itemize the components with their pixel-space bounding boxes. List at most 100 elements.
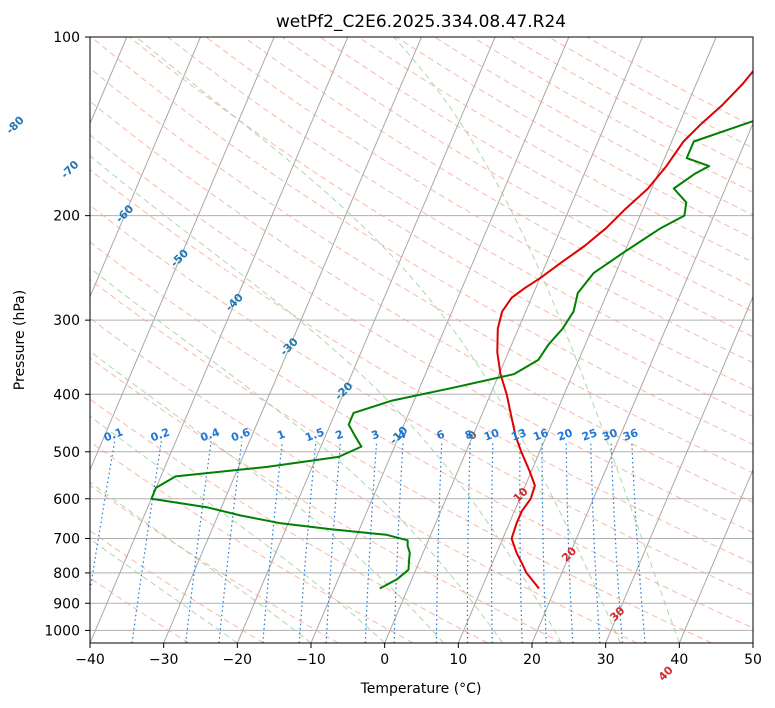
mixing-ratio-line [590, 441, 601, 643]
mixing-ratio-label: 1 [275, 428, 287, 443]
mixing-ratio-line [435, 441, 443, 643]
isotherm-label: -40 [223, 291, 246, 314]
moist-adiabat [90, 538, 238, 643]
isotherm-label: -80 [4, 113, 27, 136]
mixing-ratio-line [631, 441, 646, 643]
x-tick-label: 0 [380, 652, 389, 668]
y-tick-label: 100 [53, 30, 80, 46]
mixing-ratio-label: 10 [482, 426, 501, 444]
y-tick-label: 900 [53, 596, 80, 612]
isotherm-line [90, 37, 201, 298]
isotherm-line [752, 641, 753, 643]
x-tick-label: −20 [223, 652, 253, 668]
dry-adiabat [586, 37, 753, 127]
isotherm-line [457, 37, 717, 643]
x-axis-ticks: −40 −30 −20 −10 0 10 20 30 40 50 [75, 643, 762, 668]
moist-adiabat [90, 350, 444, 643]
x-tick-label: 30 [597, 652, 615, 668]
mixing-ratio-line [610, 441, 623, 643]
x-tick-label: 20 [523, 652, 541, 668]
mixing-ratio-line [90, 441, 116, 595]
dry-adiabat [90, 37, 753, 445]
dry-adiabat [90, 100, 753, 503]
y-axis-ticks: 100 200 300 400 500 600 700 800 900 1000 [44, 30, 90, 639]
dry-adiabat [90, 357, 563, 643]
x-tick-label: −30 [149, 652, 179, 668]
dry-adiabat [90, 278, 712, 643]
mixing-ratio-label: 3 [370, 428, 382, 443]
mixing-ratio-label: 36 [621, 426, 640, 444]
mixing-ratio-label: 0.6 [229, 425, 252, 444]
isotherm-label: -30 [278, 335, 301, 358]
chart-title: wetPf2_C2E6.2025.334.08.47.R24 [276, 12, 566, 32]
mixing-ratio-label: 0.4 [199, 425, 222, 444]
isotherm-line [605, 295, 753, 643]
isotherm-line [90, 37, 349, 643]
isotherm-line [678, 468, 753, 643]
plot-frame [89, 36, 754, 644]
mixing-ratio-line [490, 441, 494, 643]
dry-adiabat [434, 37, 753, 216]
moist-adiabat [90, 155, 562, 643]
dry-adiabat [90, 134, 753, 533]
mixing-ratio-line [298, 441, 317, 643]
x-axis-label: Temperature (°C) [360, 681, 482, 697]
y-tick-label: 300 [53, 313, 80, 329]
isotherm-line [531, 122, 753, 643]
y-tick-label: 200 [53, 209, 80, 225]
moist-adiabat [135, 37, 621, 643]
y-tick-label: 800 [53, 566, 80, 582]
mixing-ratio-label: 0.2 [149, 426, 172, 445]
mixing-ratio-line [519, 441, 523, 643]
moist-adiabat [90, 415, 386, 643]
y-tick-label: 700 [53, 532, 80, 548]
dry-adiabat [90, 317, 638, 643]
dry-adiabat [90, 484, 339, 643]
y-tick-label: 600 [53, 492, 80, 508]
mixing-ratio-label: 0.1 [102, 426, 125, 445]
y-tick-label: 500 [53, 445, 80, 461]
mixing-ratio-line [325, 441, 342, 643]
profile-line [150, 120, 753, 590]
dry-adiabat [548, 37, 753, 149]
y-tick-label: 400 [53, 387, 80, 403]
moist-adiabat [393, 37, 680, 643]
isotherm-line [384, 37, 643, 643]
isotherm-label: -60 [113, 202, 136, 225]
mixing-ratio-line [185, 441, 212, 643]
x-tick-label: −40 [75, 652, 105, 668]
dry-adiabat [243, 37, 753, 338]
dry-adiabat [90, 398, 488, 643]
mixing-ratio-line [131, 441, 162, 643]
mixing-ratio-label: 4 [396, 427, 408, 442]
mixing-ratio-line [218, 441, 243, 643]
dry-adiabat [90, 169, 753, 564]
moist-adiabat [90, 267, 503, 643]
grid-lines [90, 37, 753, 643]
mixing-ratio-label: 20 [556, 426, 575, 444]
x-tick-label: 50 [744, 652, 762, 668]
mixing-ratio-line [541, 441, 547, 643]
dry-adiabat [281, 37, 753, 312]
isotherm-label: 20 [559, 544, 579, 564]
dry-adiabat [167, 37, 753, 390]
dry-adiabat [129, 37, 753, 418]
mixing-ratio-label: 13 [509, 426, 528, 443]
isotherm-label: -20 [332, 379, 355, 402]
dry-adiabat [90, 204, 753, 596]
mixing-ratio-line [393, 441, 404, 643]
x-tick-label: −10 [296, 652, 326, 668]
mixing-ratio-label: 25 [580, 426, 599, 443]
mixing-ratio-label: 30 [601, 426, 620, 444]
y-axis-label: Pressure (hPa) [12, 290, 28, 390]
mixing-ratio-label: 6 [435, 427, 447, 442]
mixing-ratio-label: 8 [463, 428, 475, 443]
y-tick-label: 1000 [44, 623, 80, 639]
moist-adiabat [90, 481, 312, 643]
x-tick-label: 40 [670, 652, 688, 668]
isotherm-line [90, 37, 275, 472]
mixing-ratio-label: 1.5 [303, 426, 326, 445]
dry-adiabat [90, 241, 753, 629]
dry-adiabat [90, 577, 190, 643]
